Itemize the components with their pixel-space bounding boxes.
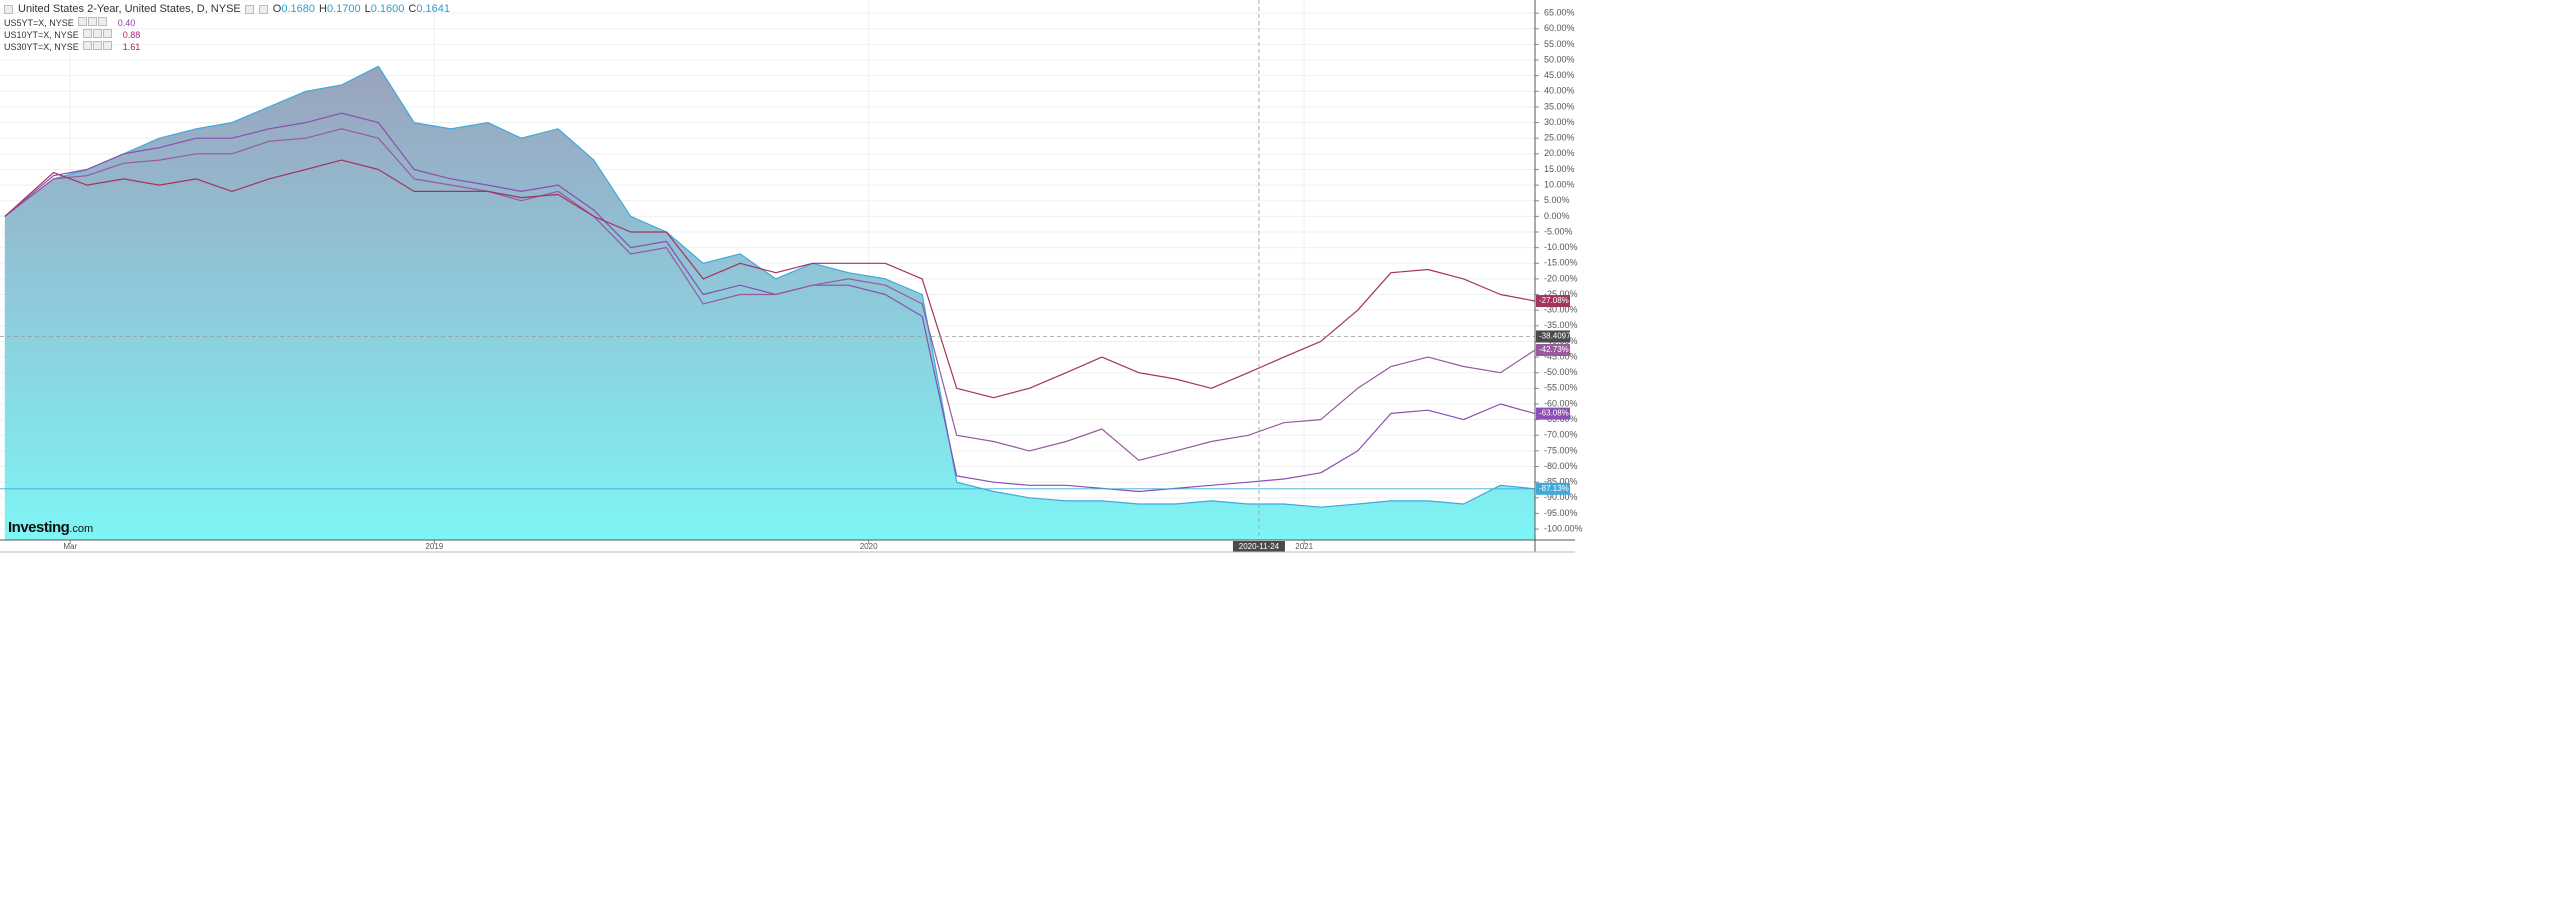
y-tick-label: -20.00% [1544,273,1578,283]
y-tick-label: 0.00% [1544,211,1570,221]
icon[interactable] [82,29,92,38]
x-tick-label: 2020 [860,542,878,551]
y-tick-label: -35.00% [1544,320,1578,330]
series-line [4,65,1536,508]
y-tick-label: -5.00% [1544,226,1573,236]
last-value-box [1536,343,1570,356]
y-tick-label: 30.00% [1544,117,1575,127]
crosshair-y-box [1536,330,1570,343]
y-tick-label: -85.00% [1544,477,1578,487]
series-line [4,128,1536,461]
comparison-name: US30YT=X, NYSE [4,41,79,52]
comparison-value: 0.40 [117,17,136,28]
icon[interactable] [92,41,102,50]
y-tick-label: 15.00% [1544,164,1575,174]
y-tick-label: 5.00% [1544,195,1570,205]
comparison: US10YT=X, NYSE 0.88 [4,29,454,41]
y-tick-label: -95.00% [1544,508,1578,518]
legend-main: United States 2-Year, United States, D, … [4,4,454,15]
icons [82,41,113,53]
y-tick-label: -30.00% [1544,305,1578,315]
icon[interactable] [4,5,13,14]
comparison-value: 1.61 [122,41,141,52]
last-value-box [1536,482,1570,495]
y-tick-label: 65.00% [1544,8,1575,18]
last-value-box [1536,295,1570,308]
icons [82,29,113,41]
last-value-label: -42.73% [1539,345,1569,354]
y-tick-label: -50.00% [1544,367,1578,377]
icon[interactable] [92,29,102,38]
brand: Investing.com [8,519,93,536]
y-tick-label: -15.00% [1544,258,1578,268]
y-tick-label: 40.00% [1544,86,1575,96]
x-tick-label: 2021 [1295,542,1313,551]
ohlc-label: L [364,3,371,15]
area-fill [4,66,1535,541]
y-tick-label: 20.00% [1544,148,1575,158]
ohlc-value: 0.1700 [326,3,361,15]
legend: United States 2-Year, United States, D, … [4,4,454,53]
y-tick-label: 35.00% [1544,101,1575,111]
crosshair-x-label: 2020-11-24 [1239,542,1280,551]
last-value-box [1536,407,1570,420]
y-tick-label: -55.00% [1544,383,1578,393]
ohlc-label: H [319,3,327,15]
ohlc-value: 0.1600 [370,3,405,15]
comparison-name: US10YT=X, NYSE [4,29,79,40]
comparison-name: US5YT=X, NYSE [4,17,74,28]
series-line [4,159,1536,399]
last-value-label: -87.13% [1539,484,1569,493]
ohlc-value: 0.1680 [281,3,315,15]
y-tick-label: 60.00% [1544,23,1575,33]
y-tick-label: 25.00% [1544,133,1575,143]
crosshair-y-label: -38.4097 [1539,332,1571,341]
icon[interactable] [87,17,97,26]
last-value-label: -27.08% [1539,296,1569,305]
icon[interactable] [102,41,112,50]
brand-name: Investing [8,519,70,536]
x-tick-label: Mar [63,542,77,551]
icons [77,17,108,29]
y-tick-label: -90.00% [1544,492,1578,502]
y-tick-label: -70.00% [1544,430,1578,440]
last-value-label: -63.08% [1539,409,1569,418]
legend-title: United States 2-Year, United States, D, … [18,3,241,15]
y-tick-label: -10.00% [1544,242,1578,252]
ohlc-value: 0.1641 [416,3,450,15]
y-tick-label: 55.00% [1544,39,1575,49]
y-tick-label: 50.00% [1544,54,1575,64]
y-tick-label: -100.00% [1544,523,1583,533]
y-tick-label: -75.00% [1544,445,1578,455]
y-tick-label: 10.00% [1544,179,1575,189]
icon[interactable] [244,5,254,14]
y-tick-label: -60.00% [1544,398,1578,408]
icon[interactable] [258,5,268,14]
ohlc: O0.1680 H0.1700 L0.1600 C0.1641 [273,4,454,15]
brand-suffix: .com [69,523,94,535]
y-tick-label: -45.00% [1544,351,1578,361]
comparisons: US5YT=X, NYSE 0.40 US10YT=X, NYSE 0.88 US30Y… [4,17,454,53]
icon[interactable] [97,17,107,26]
ohlc-label: O [272,3,282,15]
ohlc-label: C [408,3,417,15]
crosshair-x-box [1232,541,1285,552]
comparison: US5YT=X, NYSE 0.40 [4,17,454,29]
icon[interactable] [102,29,112,38]
y-tick-label: 45.00% [1544,70,1575,80]
comparison: US30YT=X, NYSE 1.61 [4,41,454,53]
comparison-value: 0.88 [122,29,141,40]
icon[interactable] [82,41,92,50]
y-tick-label: -80.00% [1544,461,1578,471]
x-tick-label: 2019 [425,542,443,551]
icon[interactable] [77,17,87,26]
y-tick-label: -25.00% [1544,289,1578,299]
